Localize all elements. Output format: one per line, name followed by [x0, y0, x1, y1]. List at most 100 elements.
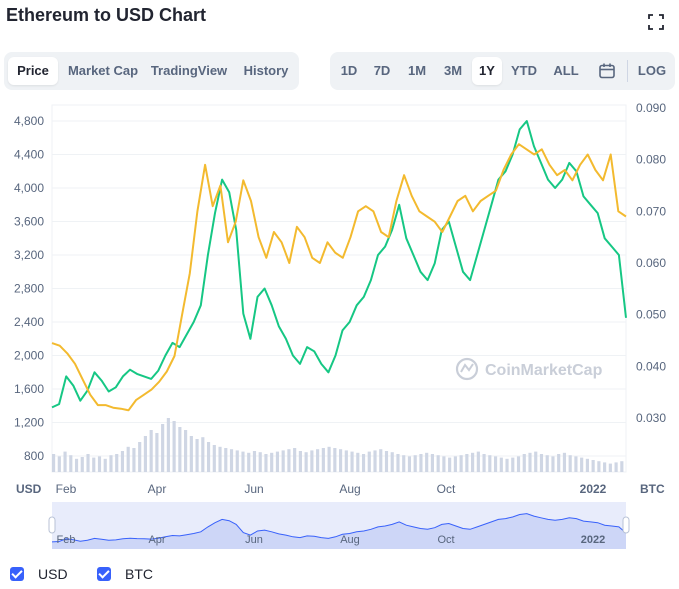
tab-price[interactable]: Price	[8, 57, 58, 85]
navigator-tick-label: Oct	[437, 534, 454, 546]
x-tick-label: 2022	[580, 482, 607, 496]
tab-market-cap[interactable]: Market Cap	[67, 63, 139, 78]
y-left-tick-label: 1,200	[14, 416, 44, 430]
volume-bar	[270, 452, 274, 472]
range-3m[interactable]: 3M	[443, 63, 463, 78]
y-right-tick-label: 0.070	[636, 204, 666, 218]
range-all[interactable]: ALL	[553, 63, 579, 78]
volume-bar	[333, 448, 337, 472]
volume-bar	[505, 458, 509, 472]
volume-bar	[453, 456, 457, 472]
range-navigator[interactable]: Feb Apr Jun Aug Oct 2022	[48, 502, 630, 549]
y-left-tick-label: 2,000	[14, 349, 44, 363]
series-line-btc	[51, 143, 627, 412]
y-left-tick-label: 2,400	[14, 315, 44, 329]
chart-type-tabs: Price Market Cap TradingView History	[4, 52, 299, 90]
y-left-tick-label: 1,600	[14, 382, 44, 396]
volume-bar	[493, 456, 498, 472]
calendar-icon[interactable]	[598, 62, 616, 80]
x-tick-label: Feb	[56, 482, 77, 496]
volume-bar	[218, 446, 222, 472]
volume-bar	[339, 449, 343, 472]
volume-bar	[149, 430, 153, 472]
volume-bar	[614, 462, 618, 472]
volume-bar	[367, 451, 371, 472]
y-right-tick-label: 0.040	[636, 359, 666, 373]
legend-usd-label: USD	[38, 566, 68, 582]
volume-bar	[52, 454, 56, 472]
volume-bar	[476, 451, 480, 472]
range-ytd[interactable]: YTD	[511, 63, 537, 78]
navigator-right-handle[interactable]	[622, 516, 630, 534]
navigator-line	[51, 513, 627, 543]
page-title: Ethereum to USD Chart	[6, 5, 207, 25]
volume-bar	[522, 454, 526, 472]
volume-bar	[103, 458, 107, 472]
y-left-tick-label: 3,200	[14, 248, 44, 262]
volume-bar	[419, 454, 423, 472]
volume-bar	[178, 427, 182, 472]
series-line-usd	[51, 120, 627, 409]
volume-bar	[206, 442, 211, 472]
x-tick-label: Aug	[339, 482, 360, 496]
x-tick-label: Apr	[148, 482, 167, 496]
volume-bar	[350, 451, 354, 472]
watermark: CoinMarketCap	[455, 357, 603, 381]
right-axis-label: BTC	[640, 482, 665, 496]
tab-tradingview[interactable]: TradingView	[150, 63, 228, 78]
volume-bar	[585, 458, 589, 472]
legend-btc-label: BTC	[125, 566, 153, 582]
volume-bar	[562, 452, 567, 472]
volume-bar	[545, 455, 549, 472]
volume-bar	[241, 451, 245, 472]
volume-bar	[580, 457, 584, 472]
volume-bar	[344, 450, 348, 472]
volume-bar	[293, 448, 297, 472]
y-right-tick-label: 0.060	[636, 256, 666, 270]
navigator-tick-label: 2022	[581, 534, 605, 546]
y-left-tick-label: 800	[24, 449, 44, 463]
x-axis-ticks: Feb Apr Jun Aug Oct 2022	[56, 482, 607, 496]
volume-bar	[86, 454, 90, 472]
x-tick-label: Oct	[437, 482, 456, 496]
toolbar-divider	[627, 60, 628, 82]
range-1m[interactable]: 1M	[407, 63, 427, 78]
volume-bar	[499, 457, 503, 472]
volume-bar	[212, 445, 216, 472]
volume-bar	[597, 461, 601, 472]
expand-icon[interactable]	[646, 12, 666, 32]
volume-bar	[557, 454, 561, 472]
range-7d[interactable]: 7D	[373, 63, 391, 78]
volume-bar	[69, 455, 73, 472]
navigator-left-handle[interactable]	[48, 516, 56, 534]
volume-bar	[310, 450, 314, 472]
volume-bar	[568, 455, 572, 472]
navigator-tick-label: Apr	[148, 534, 165, 546]
legend-usd[interactable]: USD	[10, 564, 68, 584]
tab-history[interactable]: History	[243, 63, 289, 78]
y-right-tick-label: 0.080	[636, 153, 666, 167]
navigator-series	[51, 513, 627, 549]
volume-bar	[603, 462, 607, 472]
navigator-x-ticks: Feb Apr Jun Aug Oct 2022	[57, 534, 606, 546]
range-1d[interactable]: 1D	[340, 63, 358, 78]
volume-bar	[511, 457, 515, 472]
navigator-area	[52, 513, 626, 549]
volume-bar	[407, 456, 412, 472]
navigator-tick-label: Aug	[340, 534, 360, 546]
volume-bar	[356, 452, 360, 472]
volume-bar	[63, 451, 67, 472]
coinmarketcap-logo-icon	[455, 357, 479, 381]
btc-checkbox-icon[interactable]	[97, 567, 111, 581]
volume-bar	[373, 450, 377, 472]
volume-bar	[465, 454, 469, 472]
usd-checkbox-icon[interactable]	[10, 567, 24, 581]
range-1y[interactable]: 1Y	[472, 57, 502, 85]
log-toggle[interactable]: LOG	[637, 63, 667, 78]
volume-bar	[442, 456, 446, 472]
navigator-tick-label: Feb	[57, 534, 76, 546]
volume-bar	[281, 450, 285, 472]
volume-bar	[620, 461, 624, 472]
legend-btc[interactable]: BTC	[97, 564, 153, 584]
